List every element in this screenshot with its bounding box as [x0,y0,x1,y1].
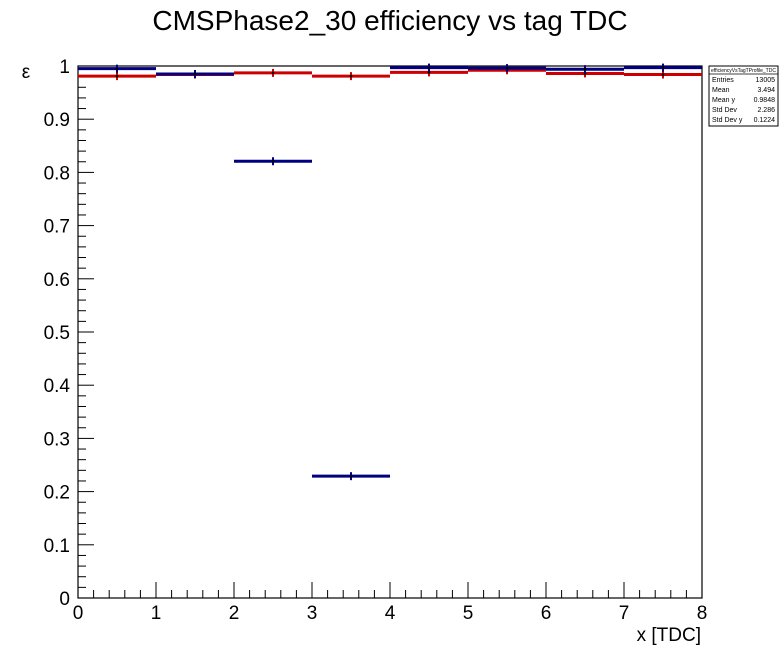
stats-value: 2.286 [757,107,775,114]
stats-label: Mean y [712,97,735,104]
x-tick-label: 0 [73,603,84,624]
plot-frame [77,65,703,599]
series-point [115,74,119,78]
stats-value: 0.1224 [754,117,776,124]
x-tick-label: 4 [385,603,396,624]
y-tick-label: 0.1 [44,536,70,557]
x-tick-label: 8 [697,603,708,624]
stats-label: Entries [712,77,734,84]
series-point [193,72,197,76]
stats-label: Std Dev [712,107,737,114]
y-tick-label: 1 [59,57,70,78]
stats-value: 3.494 [757,87,775,94]
stats-frame [708,65,779,127]
y-tick-label: 0.7 [44,217,70,238]
series-layer [78,63,702,481]
series-point [115,67,119,70]
series-point [271,71,275,75]
series-point [271,159,275,163]
x-tick-label: 5 [463,603,474,624]
x-tick-label: 7 [619,603,630,624]
series-point [349,74,353,78]
series-point [661,66,665,69]
y-tick-label: 0 [59,589,70,610]
chart-title: CMSPhase2_30 efficiency vs tag TDC [152,5,627,36]
axis-tick-labels: 0 1 2 3 4 5 6 7 8 0 0.1 0.2 0.3 0.4 0.5 0.6 0.7 0.8 0.9 1 [44,57,708,624]
y-tick-label: 0.4 [44,376,71,397]
series-point [583,67,587,71]
stats-label: Std Dev y [712,117,743,124]
y-tick-label: 0.8 [44,163,70,184]
stats-name: efficiencyVsTagTProfile_TDC [711,68,776,74]
x-tick-label: 3 [307,603,318,624]
y-tick-label: 0.6 [44,270,70,291]
y-tick-label: 0.2 [44,483,70,504]
y-axis-title: ε [22,62,31,83]
stats-label: Mean [712,87,730,94]
axis-ticks [77,65,703,599]
x-tick-label: 6 [541,603,552,624]
stats-value: 0.9848 [754,97,776,104]
x-axis-title: x [TDC] [637,625,701,646]
plot-area [77,65,703,599]
series-point [349,474,353,478]
stats-box: efficiencyVsTagTProfile_TDC Entries 13005 M… [708,65,779,127]
series-point [661,73,665,76]
stats-value: 13005 [756,77,776,84]
x-tick-label: 2 [229,603,240,624]
y-tick-label: 0.3 [44,429,70,450]
series-point [427,71,431,74]
y-tick-label: 0.9 [44,110,70,131]
series-point [427,66,431,69]
x-tick-label: 1 [151,603,162,624]
y-tick-label: 0.5 [44,323,70,344]
series-point [505,66,509,70]
